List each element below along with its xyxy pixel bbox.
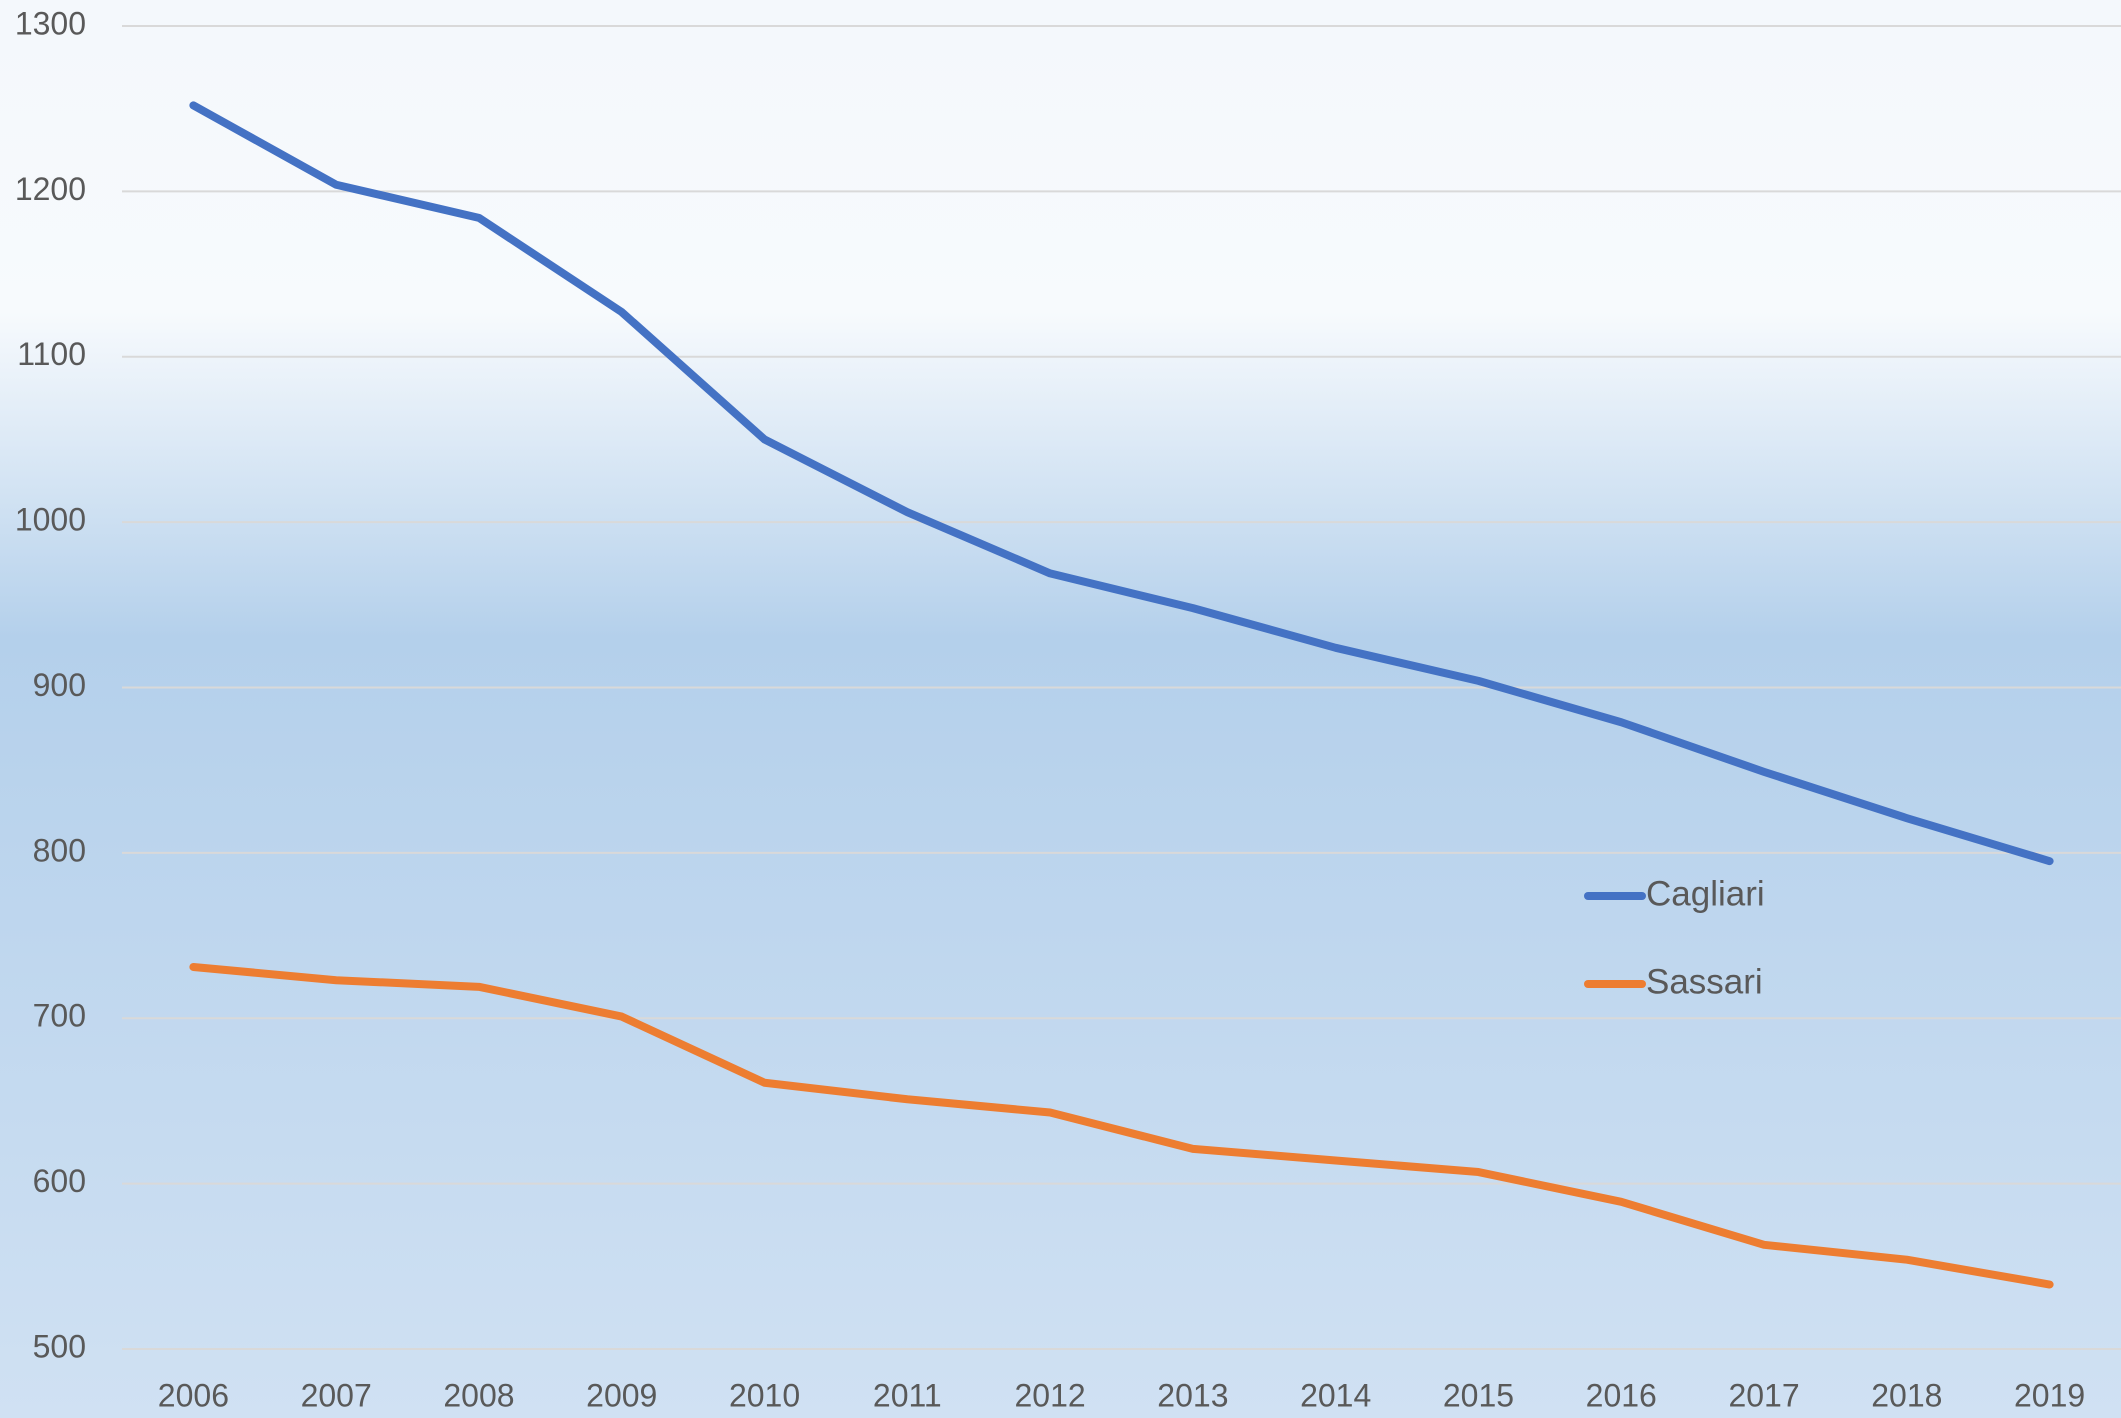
y-tick-label: 1000 bbox=[15, 502, 86, 538]
line-series bbox=[189, 101, 2054, 866]
legend-label: Sassari bbox=[1646, 962, 1763, 1001]
x-tick-label: 2008 bbox=[443, 1377, 514, 1413]
y-tick-label: 1200 bbox=[15, 171, 86, 207]
x-tick-label: 2014 bbox=[1300, 1377, 1371, 1413]
x-tick-label: 2007 bbox=[301, 1377, 372, 1413]
line-series bbox=[189, 962, 2054, 1289]
x-tick-label: 2006 bbox=[158, 1377, 229, 1413]
x-tick-label: 2013 bbox=[1157, 1377, 1228, 1413]
y-tick-label: 600 bbox=[33, 1163, 86, 1199]
x-tick-label: 2011 bbox=[873, 1377, 942, 1413]
y-tick-label: 1100 bbox=[17, 336, 86, 372]
y-tick-label: 1300 bbox=[15, 5, 86, 41]
x-tick-label: 2018 bbox=[1871, 1377, 1942, 1413]
x-tick-label: 2017 bbox=[1728, 1377, 1799, 1413]
legend-label: Cagliari bbox=[1646, 874, 1765, 913]
x-tick-label: 2016 bbox=[1586, 1377, 1657, 1413]
x-tick-label: 2019 bbox=[2014, 1377, 2085, 1413]
x-tick-label: 2009 bbox=[586, 1377, 657, 1413]
x-tick-label: 2010 bbox=[729, 1377, 800, 1413]
x-tick-label: 2012 bbox=[1015, 1377, 1086, 1413]
y-tick-label: 700 bbox=[33, 998, 86, 1034]
y-tick-label: 500 bbox=[33, 1328, 86, 1364]
y-tick-label: 900 bbox=[33, 667, 86, 703]
x-tick-label: 2015 bbox=[1443, 1377, 1514, 1413]
y-tick-label: 800 bbox=[33, 832, 86, 868]
